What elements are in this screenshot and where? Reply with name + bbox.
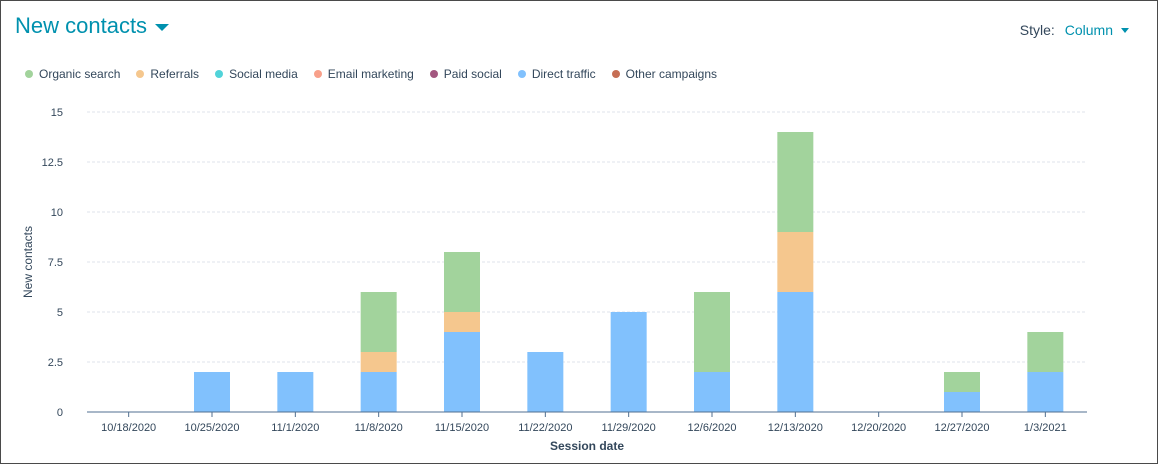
y-tick-label: 0 xyxy=(57,407,63,419)
legend-label: Email marketing xyxy=(327,67,414,81)
x-tick-label: 10/25/2020 xyxy=(184,422,239,434)
legend-label: Social media xyxy=(229,67,298,81)
legend-swatch xyxy=(429,70,438,78)
gridlines xyxy=(87,111,1087,363)
bar-segment xyxy=(360,292,397,352)
bar-segment xyxy=(777,232,814,292)
style-dropdown[interactable]: Column xyxy=(1065,22,1129,38)
bar-segment xyxy=(277,372,314,412)
legend-label: Paid social xyxy=(443,67,502,81)
style-control: Style: Column xyxy=(1020,22,1129,38)
x-tick-label: 10/18/2020 xyxy=(101,422,156,434)
x-tick-label: 12/20/2020 xyxy=(851,422,906,434)
legend-label: Referrals xyxy=(150,67,200,81)
bar-segment xyxy=(777,132,814,232)
report-title-dropdown[interactable]: New contacts xyxy=(15,13,170,39)
caret-down-icon xyxy=(155,23,170,31)
report-title: New contacts xyxy=(15,13,148,38)
legend-label: Direct traffic xyxy=(531,67,596,81)
y-tick-label: 10 xyxy=(51,207,63,219)
legend-item-referrals[interactable]: Referrals xyxy=(136,67,199,81)
x-tick-label: 11/29/2020 xyxy=(602,422,656,434)
bars xyxy=(194,132,1064,412)
legend-label: Other campaigns xyxy=(625,67,718,81)
legend-swatch xyxy=(517,70,526,78)
caret-down-icon xyxy=(1121,27,1129,33)
bar-segment xyxy=(1027,332,1064,372)
legend-swatch xyxy=(25,70,33,78)
legend-item-organic-search[interactable]: Organic search xyxy=(25,67,120,81)
bar-segment xyxy=(610,312,647,412)
legend-item-social-media[interactable]: Social media xyxy=(215,67,298,81)
legend-item-email-marketing[interactable]: Email marketing xyxy=(313,67,414,81)
x-axis-title: Session date xyxy=(550,439,624,453)
bar-segment xyxy=(777,292,814,412)
legend-item-other-campaigns[interactable]: Other campaigns xyxy=(611,67,718,81)
x-tick-label: 11/22/2020 xyxy=(518,422,572,434)
bar-segment xyxy=(527,352,564,412)
x-tick-label: 11/8/2020 xyxy=(355,422,403,434)
chart-legend: Organic search Referrals Social media Em… xyxy=(25,67,717,81)
legend-label: Organic search xyxy=(39,67,121,81)
y-axis-title: New contacts xyxy=(21,226,35,298)
legend-swatch xyxy=(215,70,224,78)
x-tick-label: 11/15/2020 xyxy=(435,422,489,434)
y-tick-label: 12.5 xyxy=(42,157,63,169)
bar-segment xyxy=(694,292,730,372)
legend-swatch xyxy=(313,70,322,78)
bar-segment xyxy=(194,372,230,412)
legend-item-paid-social[interactable]: Paid social xyxy=(429,67,502,81)
bar-segment xyxy=(360,352,397,372)
y-tick-label: 15 xyxy=(51,107,63,119)
bar-segment xyxy=(444,312,480,332)
style-value: Column xyxy=(1064,22,1113,38)
legend-swatch xyxy=(136,70,145,78)
bar-segment xyxy=(1027,372,1064,412)
y-tick-label: 2.5 xyxy=(48,357,63,369)
legend-item-direct-traffic[interactable]: Direct traffic xyxy=(517,67,596,81)
bar-segment xyxy=(444,252,480,312)
bar-segment xyxy=(694,372,730,412)
x-tick-label: 12/13/2020 xyxy=(768,422,823,434)
y-tick-label: 7.5 xyxy=(48,257,63,269)
style-label: Style: xyxy=(1019,22,1055,38)
x-tick-label: 12/6/2020 xyxy=(688,422,737,434)
x-tick-label: 1/3/2021 xyxy=(1024,422,1067,434)
bar-segment xyxy=(444,332,480,412)
bar-segment xyxy=(944,372,980,392)
bar-segment xyxy=(944,392,980,412)
x-tick-label: 11/1/2020 xyxy=(271,422,319,434)
axes: 0 2.5 5 7.5 10 12.5 15 10/18/2020 10/25/2020 11/1… xyxy=(42,107,1087,434)
legend-swatch xyxy=(611,70,620,78)
bar-segment xyxy=(360,372,397,412)
x-tick-label: 12/27/2020 xyxy=(934,422,989,434)
y-tick-label: 5 xyxy=(57,307,63,319)
